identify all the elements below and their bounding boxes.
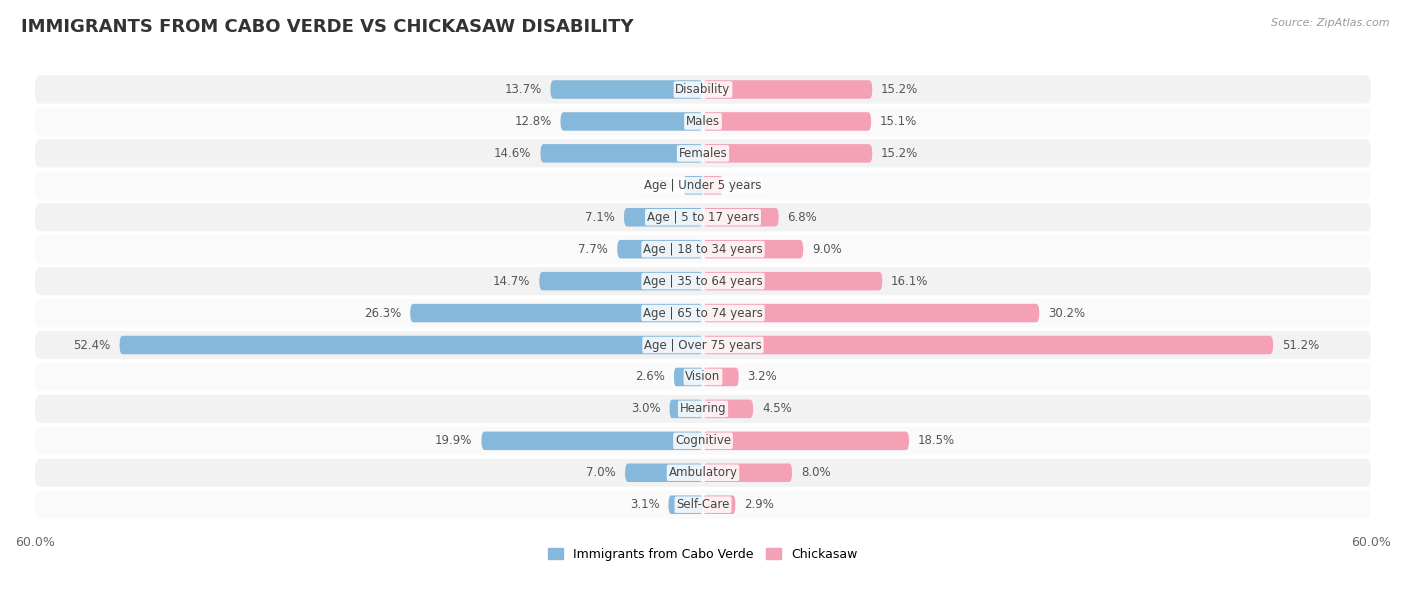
Text: 52.4%: 52.4% (73, 338, 111, 351)
Text: 7.7%: 7.7% (578, 243, 609, 256)
FancyBboxPatch shape (35, 459, 1371, 487)
Text: IMMIGRANTS FROM CABO VERDE VS CHICKASAW DISABILITY: IMMIGRANTS FROM CABO VERDE VS CHICKASAW … (21, 18, 634, 36)
FancyBboxPatch shape (703, 463, 792, 482)
Text: 2.6%: 2.6% (636, 370, 665, 384)
FancyBboxPatch shape (35, 203, 1371, 231)
Text: 1.7%: 1.7% (645, 179, 675, 192)
FancyBboxPatch shape (540, 272, 703, 290)
Text: Disability: Disability (675, 83, 731, 96)
Text: Age | 18 to 34 years: Age | 18 to 34 years (643, 243, 763, 256)
FancyBboxPatch shape (35, 363, 1371, 391)
FancyBboxPatch shape (120, 336, 703, 354)
Text: 15.1%: 15.1% (880, 115, 917, 128)
FancyBboxPatch shape (35, 491, 1371, 519)
FancyBboxPatch shape (673, 368, 703, 386)
Text: 26.3%: 26.3% (364, 307, 401, 319)
Text: 4.5%: 4.5% (762, 402, 792, 416)
FancyBboxPatch shape (703, 176, 721, 195)
Text: Age | 35 to 64 years: Age | 35 to 64 years (643, 275, 763, 288)
FancyBboxPatch shape (703, 144, 872, 163)
Text: Vision: Vision (685, 370, 721, 384)
FancyBboxPatch shape (551, 80, 703, 99)
Text: 12.8%: 12.8% (515, 115, 551, 128)
FancyBboxPatch shape (703, 272, 882, 290)
FancyBboxPatch shape (685, 176, 703, 195)
Text: 13.7%: 13.7% (505, 83, 541, 96)
FancyBboxPatch shape (35, 107, 1371, 135)
FancyBboxPatch shape (703, 240, 803, 258)
Text: 16.1%: 16.1% (891, 275, 928, 288)
Text: 7.0%: 7.0% (586, 466, 616, 479)
FancyBboxPatch shape (703, 304, 1039, 323)
FancyBboxPatch shape (35, 299, 1371, 327)
Text: 14.7%: 14.7% (494, 275, 530, 288)
Text: 3.2%: 3.2% (748, 370, 778, 384)
FancyBboxPatch shape (481, 431, 703, 450)
Text: Hearing: Hearing (679, 402, 727, 416)
Text: 15.2%: 15.2% (882, 147, 918, 160)
FancyBboxPatch shape (668, 496, 703, 514)
FancyBboxPatch shape (624, 208, 703, 226)
FancyBboxPatch shape (703, 400, 754, 418)
Text: 14.6%: 14.6% (494, 147, 531, 160)
FancyBboxPatch shape (703, 112, 872, 131)
Text: 18.5%: 18.5% (918, 435, 955, 447)
FancyBboxPatch shape (35, 427, 1371, 455)
Text: Cognitive: Cognitive (675, 435, 731, 447)
FancyBboxPatch shape (35, 171, 1371, 200)
FancyBboxPatch shape (626, 463, 703, 482)
FancyBboxPatch shape (703, 368, 738, 386)
FancyBboxPatch shape (35, 267, 1371, 295)
Legend: Immigrants from Cabo Verde, Chickasaw: Immigrants from Cabo Verde, Chickasaw (543, 543, 863, 566)
FancyBboxPatch shape (703, 80, 872, 99)
Text: Source: ZipAtlas.com: Source: ZipAtlas.com (1271, 18, 1389, 28)
FancyBboxPatch shape (669, 400, 703, 418)
Text: Self-Care: Self-Care (676, 498, 730, 511)
FancyBboxPatch shape (703, 496, 735, 514)
FancyBboxPatch shape (35, 140, 1371, 168)
Text: Ambulatory: Ambulatory (668, 466, 738, 479)
Text: 3.0%: 3.0% (631, 402, 661, 416)
Text: 51.2%: 51.2% (1282, 338, 1319, 351)
FancyBboxPatch shape (540, 144, 703, 163)
Text: 15.2%: 15.2% (882, 83, 918, 96)
Text: 9.0%: 9.0% (813, 243, 842, 256)
Text: 2.9%: 2.9% (744, 498, 775, 511)
Text: 3.1%: 3.1% (630, 498, 659, 511)
FancyBboxPatch shape (35, 75, 1371, 103)
FancyBboxPatch shape (411, 304, 703, 323)
Text: Age | Under 5 years: Age | Under 5 years (644, 179, 762, 192)
Text: 6.8%: 6.8% (787, 211, 817, 224)
FancyBboxPatch shape (703, 431, 910, 450)
Text: 8.0%: 8.0% (801, 466, 831, 479)
Text: Females: Females (679, 147, 727, 160)
Text: Age | 5 to 17 years: Age | 5 to 17 years (647, 211, 759, 224)
Text: 19.9%: 19.9% (434, 435, 472, 447)
FancyBboxPatch shape (703, 208, 779, 226)
Text: Males: Males (686, 115, 720, 128)
FancyBboxPatch shape (703, 336, 1272, 354)
FancyBboxPatch shape (35, 395, 1371, 423)
Text: 1.7%: 1.7% (731, 179, 761, 192)
Text: 30.2%: 30.2% (1047, 307, 1085, 319)
FancyBboxPatch shape (561, 112, 703, 131)
FancyBboxPatch shape (35, 331, 1371, 359)
Text: Age | Over 75 years: Age | Over 75 years (644, 338, 762, 351)
Text: Age | 65 to 74 years: Age | 65 to 74 years (643, 307, 763, 319)
FancyBboxPatch shape (617, 240, 703, 258)
FancyBboxPatch shape (35, 235, 1371, 263)
Text: 7.1%: 7.1% (585, 211, 614, 224)
